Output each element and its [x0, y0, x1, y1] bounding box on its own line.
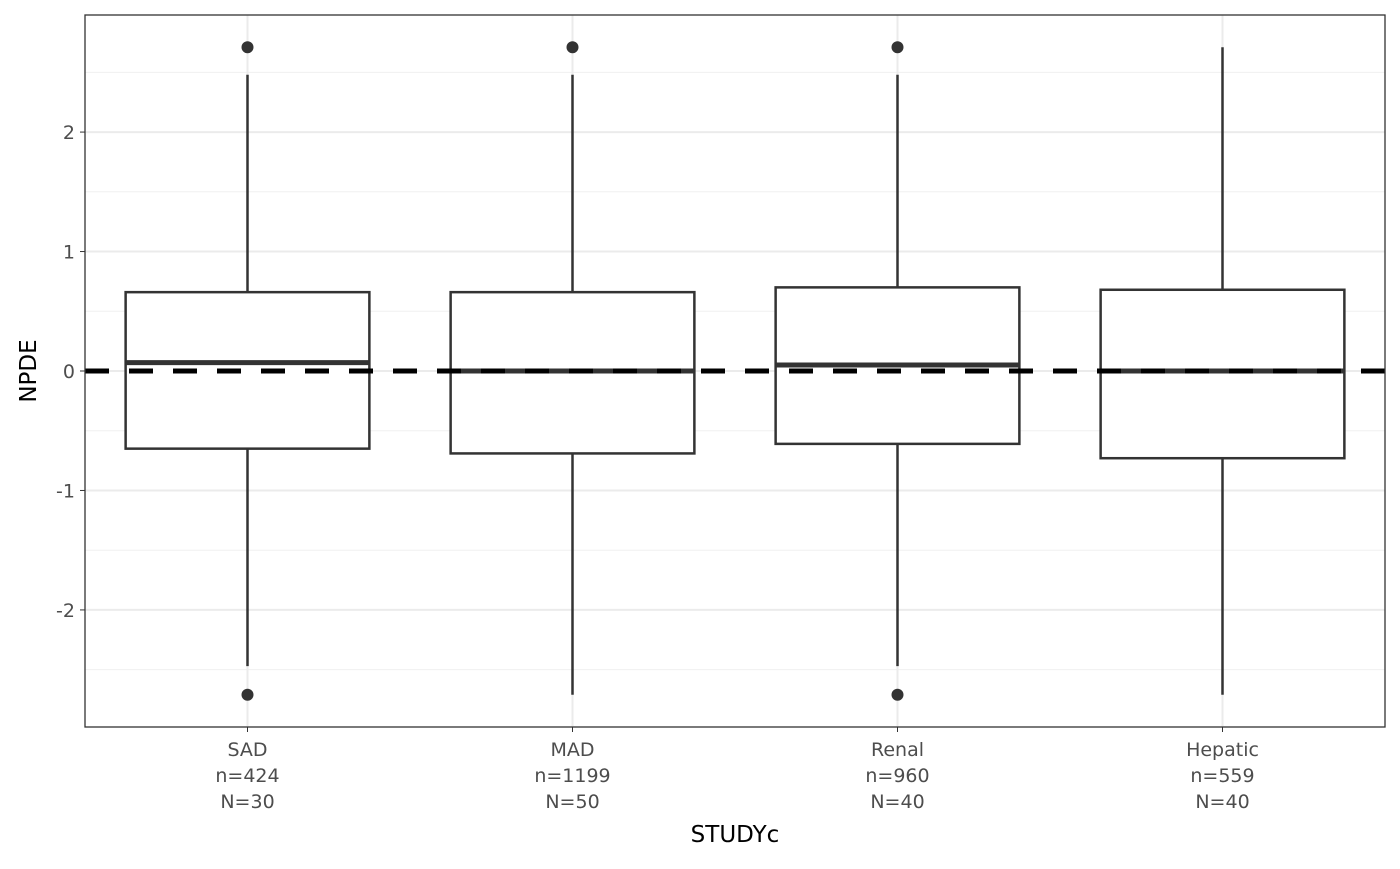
x-axis-title: STUDYc	[691, 822, 780, 848]
x-tick-label: N=30	[220, 791, 274, 813]
y-tick-label: -2	[56, 600, 75, 622]
x-tick-label: N=40	[870, 791, 924, 813]
x-tick-label: n=559	[1190, 765, 1254, 787]
x-tick-label: N=50	[545, 791, 599, 813]
x-tick-label: SAD	[227, 739, 267, 761]
x-tick-label: n=960	[865, 765, 929, 787]
panel-border	[84, 14, 1386, 728]
x-tick-label: MAD	[550, 739, 594, 761]
outlier	[241, 688, 254, 701]
outlier	[566, 41, 579, 54]
x-tick-label: n=1199	[534, 765, 610, 787]
x-tick-label: Hepatic	[1186, 739, 1259, 761]
outlier	[891, 41, 904, 54]
x-tick-label: n=424	[215, 765, 279, 787]
outlier	[241, 41, 254, 54]
y-tick-label: 1	[63, 242, 75, 264]
box	[1099, 288, 1346, 460]
y-tick-label: 2	[63, 122, 75, 144]
x-tick-label: Renal	[871, 739, 924, 761]
x-tick-label: N=40	[1195, 791, 1249, 813]
box	[124, 290, 371, 450]
outlier	[891, 688, 904, 701]
y-tick-label: 0	[63, 361, 75, 383]
y-axis-title: NPDE	[16, 339, 42, 402]
y-tick-label: -1	[56, 480, 75, 502]
